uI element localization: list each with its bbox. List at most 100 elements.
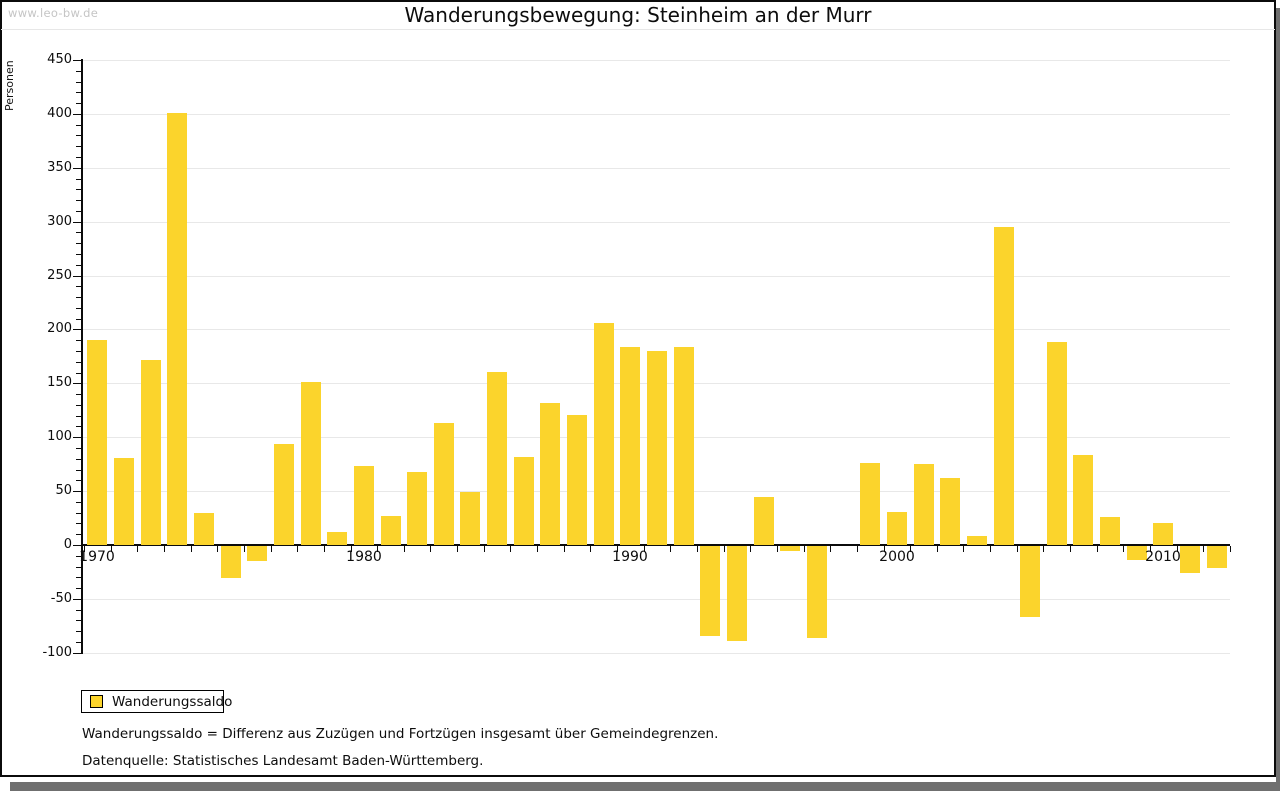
- bar-1994: [727, 546, 747, 641]
- y-tick-label: 300: [47, 214, 72, 229]
- y-minor-tick: [76, 567, 81, 568]
- x-tick: [430, 546, 431, 552]
- bar-1980: [353, 466, 374, 545]
- bar-2008: [1100, 517, 1121, 545]
- x-tick-label-1970: 1970: [79, 549, 115, 565]
- bar-1976: [247, 546, 268, 562]
- y-minor-tick: [76, 373, 81, 374]
- y-tick-label: 50: [55, 483, 72, 498]
- y-minor-tick: [76, 426, 81, 427]
- y-minor-tick: [76, 513, 81, 514]
- x-tick: [297, 546, 298, 552]
- y-major-tick: [73, 114, 81, 115]
- x-tick: [1043, 546, 1044, 552]
- y-major-tick: [73, 60, 81, 61]
- footnote-definition: Wanderungssaldo = Differenz aus Zuzügen …: [82, 726, 719, 742]
- y-tick-label: -50: [50, 591, 72, 606]
- window-shadow-right: [1276, 8, 1280, 791]
- y-minor-tick: [76, 642, 81, 643]
- bar-1982: [407, 471, 428, 545]
- y-minor-tick: [76, 416, 81, 417]
- y-minor-tick: [76, 405, 81, 406]
- y-tick-label: 200: [47, 321, 72, 336]
- y-major-tick: [73, 545, 81, 546]
- y-minor-tick: [76, 243, 81, 244]
- gridline: [83, 599, 1230, 600]
- bar-1990: [620, 346, 641, 545]
- y-minor-tick: [76, 189, 81, 190]
- bar-1987: [540, 402, 561, 545]
- y-minor-tick: [76, 459, 81, 460]
- gridline: [83, 222, 1230, 223]
- y-tick-label: 0: [63, 537, 72, 552]
- x-tick: [244, 546, 245, 552]
- legend-swatch: [90, 695, 103, 708]
- y-major-tick: [73, 491, 81, 492]
- x-tick-label-2010: 2010: [1145, 549, 1181, 565]
- gridline: [83, 653, 1230, 654]
- x-tick: [111, 546, 112, 552]
- x-tick: [937, 546, 938, 552]
- x-tick-label-1990: 1990: [612, 549, 648, 565]
- y-minor-tick: [76, 577, 81, 578]
- bar-1989: [593, 323, 614, 545]
- watermark: www.leo-bw.de: [8, 6, 99, 20]
- x-tick: [537, 546, 538, 552]
- y-minor-tick: [76, 556, 81, 557]
- bar-1997: [806, 546, 827, 638]
- x-tick: [617, 546, 618, 552]
- y-minor-tick: [76, 610, 81, 611]
- x-tick: [164, 546, 165, 552]
- window-shadow-bottom: [10, 782, 1280, 791]
- x-tick: [1230, 546, 1231, 552]
- gridline: [83, 60, 1230, 61]
- x-tick-label-2000: 2000: [879, 549, 915, 565]
- bar-1977: [273, 443, 294, 545]
- x-tick: [724, 546, 725, 552]
- y-minor-tick: [76, 232, 81, 233]
- bar-1981: [380, 515, 401, 545]
- x-tick: [750, 546, 751, 552]
- x-tick: [191, 546, 192, 552]
- x-tick: [1177, 546, 1178, 552]
- bar-2001: [913, 464, 934, 545]
- bar-2002: [940, 478, 961, 545]
- y-tick-label: 350: [47, 160, 72, 175]
- y-minor-tick: [76, 125, 81, 126]
- y-tick-label: 150: [47, 375, 72, 390]
- x-axis-line: [81, 544, 1230, 546]
- x-tick: [1150, 546, 1151, 552]
- y-major-tick: [73, 168, 81, 169]
- bar-1972: [140, 359, 161, 545]
- y-major-tick: [73, 383, 81, 384]
- y-minor-tick: [76, 103, 81, 104]
- y-minor-tick: [76, 179, 81, 180]
- bar-2000: [886, 511, 907, 545]
- bar-2006: [1046, 342, 1067, 545]
- y-minor-tick: [76, 146, 81, 147]
- y-minor-tick: [76, 265, 81, 266]
- y-tick-label: 100: [47, 429, 72, 444]
- y-minor-tick: [76, 92, 81, 93]
- page-title: Wanderungsbewegung: Steinheim an der Mur…: [404, 3, 872, 27]
- y-minor-tick: [76, 631, 81, 632]
- bar-1973: [167, 112, 188, 545]
- gridline: [83, 114, 1230, 115]
- y-axis-line: [81, 59, 83, 654]
- y-minor-tick: [76, 351, 81, 352]
- y-minor-tick: [76, 200, 81, 201]
- y-major-tick: [73, 276, 81, 277]
- x-tick: [137, 546, 138, 552]
- bar-1985: [487, 371, 508, 545]
- bar-1984: [460, 492, 481, 545]
- y-major-tick: [73, 599, 81, 600]
- bar-1996: [780, 546, 801, 552]
- x-tick: [697, 546, 698, 552]
- bar-1979: [327, 532, 348, 545]
- x-tick: [510, 546, 511, 552]
- x-tick: [777, 546, 778, 552]
- bar-1988: [567, 414, 587, 545]
- y-minor-tick: [76, 297, 81, 298]
- bar-1992: [673, 346, 694, 545]
